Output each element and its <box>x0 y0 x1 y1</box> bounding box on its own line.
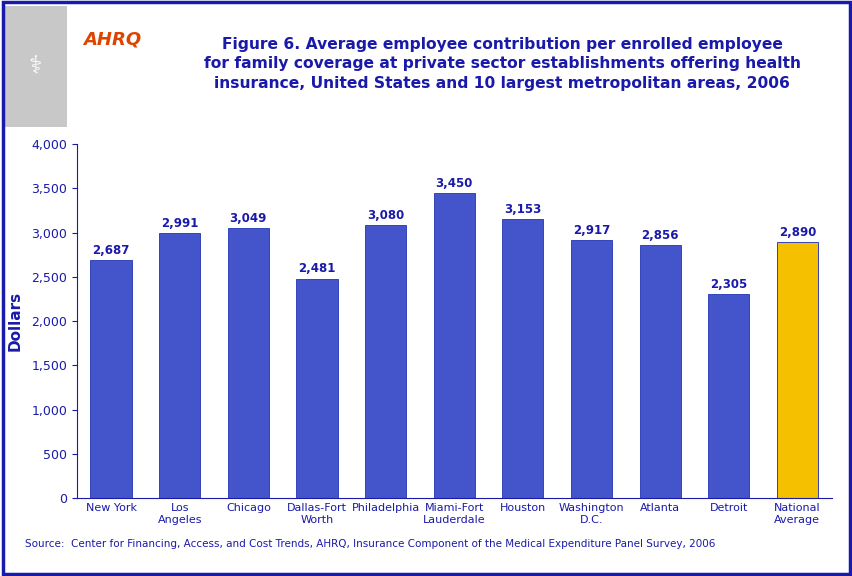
Bar <box>570 240 612 498</box>
Text: 3,080: 3,080 <box>366 209 404 222</box>
Bar <box>776 242 817 498</box>
Bar <box>90 260 131 498</box>
Text: 2,481: 2,481 <box>298 263 335 275</box>
Bar <box>159 233 200 498</box>
Text: 3,153: 3,153 <box>504 203 541 216</box>
Text: Advancing
Excellence in
Health Care: Advancing Excellence in Health Care <box>87 61 136 91</box>
Bar <box>433 193 475 498</box>
Text: 2,890: 2,890 <box>778 226 815 239</box>
Bar <box>227 228 268 498</box>
Y-axis label: Dollars: Dollars <box>8 291 23 351</box>
Text: 2,991: 2,991 <box>161 217 199 230</box>
Bar <box>365 225 406 498</box>
Text: 2,917: 2,917 <box>573 224 609 237</box>
Bar <box>4 6 66 127</box>
Text: AHRQ: AHRQ <box>83 31 141 48</box>
Bar <box>502 219 543 498</box>
Text: Figure 6. Average employee contribution per enrolled employee
for family coverag: Figure 6. Average employee contribution … <box>204 36 800 91</box>
Text: 3,049: 3,049 <box>229 212 267 225</box>
Text: 3,450: 3,450 <box>435 177 472 190</box>
Text: 2,305: 2,305 <box>709 278 746 291</box>
Text: 2,687: 2,687 <box>92 244 130 257</box>
Text: 2,856: 2,856 <box>641 229 678 242</box>
Text: ⚕: ⚕ <box>29 54 43 78</box>
Bar <box>707 294 748 498</box>
Bar <box>639 245 680 498</box>
Bar <box>296 279 337 498</box>
Text: Source:  Center for Financing, Access, and Cost Trends, AHRQ, Insurance Componen: Source: Center for Financing, Access, an… <box>26 539 715 548</box>
